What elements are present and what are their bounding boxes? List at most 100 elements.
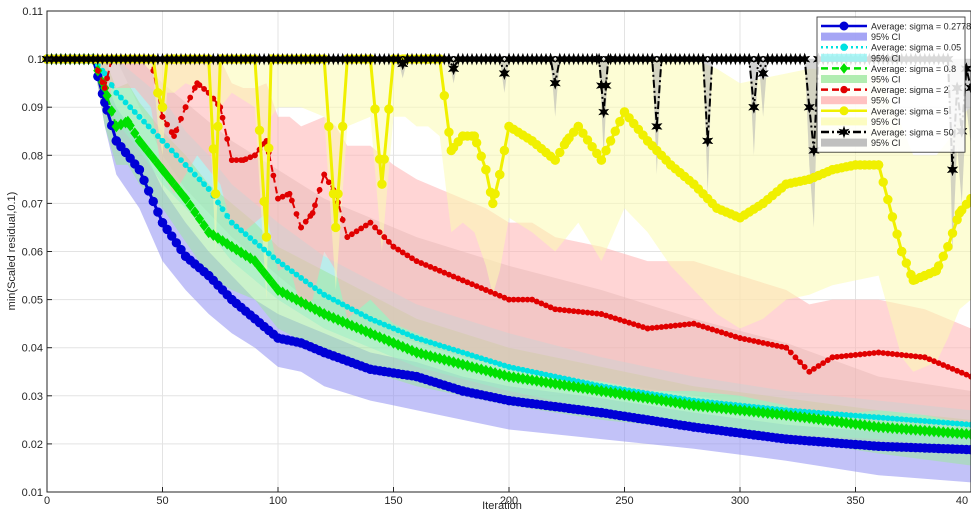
series-marker — [921, 418, 928, 424]
data-point — [448, 62, 460, 75]
series-marker — [496, 292, 503, 299]
series-marker — [439, 90, 450, 101]
series-marker — [395, 246, 402, 253]
series-marker — [236, 246, 246, 259]
series-marker — [880, 350, 887, 356]
series-marker — [148, 196, 158, 207]
series-marker — [107, 105, 117, 117]
series-marker — [658, 324, 665, 330]
data-point — [273, 333, 283, 343]
data-point — [250, 255, 260, 267]
series-marker — [649, 325, 656, 331]
series-marker — [945, 419, 951, 426]
y-tick-label: 0.01 — [22, 487, 43, 499]
series-marker — [538, 300, 545, 307]
data-point — [873, 441, 884, 452]
series-marker — [630, 321, 637, 328]
legend-entry-average-sigma-5: Average: sigma = 595% CI — [821, 106, 949, 127]
data-point — [943, 241, 953, 252]
series-marker — [191, 85, 198, 91]
series-marker — [492, 359, 499, 366]
series-marker — [245, 252, 255, 265]
series-marker — [605, 136, 616, 146]
series-marker — [349, 306, 355, 313]
legend-entry-average-sigma-2: Average: sigma = 295% CI — [821, 85, 949, 106]
series-marker — [686, 321, 693, 328]
data-point — [689, 179, 699, 189]
series-marker — [487, 289, 494, 295]
data-point — [101, 85, 108, 91]
axes: 0 50 100 150 200 250 300 350 40 0.01 0.02 0.03 0.04 0… — [22, 6, 971, 507]
series-marker — [483, 356, 489, 363]
data-point — [157, 102, 168, 112]
data-point — [781, 179, 791, 189]
series-marker — [861, 351, 868, 357]
series-marker — [187, 94, 194, 101]
series-marker — [353, 308, 360, 315]
series-marker — [561, 307, 568, 314]
data-point — [365, 364, 376, 375]
series-marker — [912, 417, 919, 424]
legend-series-label: Average: sigma = 50 — [871, 128, 954, 138]
series-marker — [592, 148, 602, 159]
data-point — [712, 203, 722, 213]
data-point — [367, 219, 374, 226]
data-point — [390, 243, 397, 250]
series-marker — [409, 255, 415, 262]
data-point — [321, 291, 328, 298]
series-marker — [167, 231, 177, 241]
series-marker — [501, 294, 508, 301]
series-marker — [127, 104, 134, 111]
series-marker — [312, 202, 318, 209]
series-marker — [883, 194, 893, 205]
data-point — [689, 399, 699, 412]
series-marker — [268, 278, 278, 291]
series-marker — [935, 419, 942, 426]
ci-band-average-sigma-2 — [47, 59, 971, 425]
data-point — [401, 52, 413, 66]
series-marker — [305, 300, 315, 313]
data-point — [111, 136, 122, 146]
data-point — [205, 186, 212, 192]
series-marker — [153, 207, 163, 217]
series-marker — [99, 79, 106, 86]
data-point — [706, 52, 718, 66]
data-point — [228, 157, 235, 164]
y-tick-label: 0.05 — [22, 295, 43, 307]
series-marker — [247, 154, 254, 161]
series-marker — [603, 312, 609, 319]
series-marker — [547, 304, 554, 311]
series-marker — [279, 193, 286, 200]
series-marker — [335, 299, 341, 305]
data-point — [874, 421, 884, 433]
series-marker — [145, 123, 152, 130]
series-marker — [610, 126, 620, 136]
data-point — [947, 163, 959, 176]
series-marker — [293, 271, 300, 278]
series-marker — [325, 179, 332, 186]
series-marker — [450, 273, 457, 280]
data-point — [504, 121, 514, 132]
series-marker — [935, 360, 942, 366]
series-marker — [887, 212, 898, 222]
series-marker — [314, 305, 325, 318]
legend-marker — [839, 63, 849, 74]
series-marker — [487, 358, 494, 365]
series-marker — [861, 413, 868, 420]
series-marker — [288, 197, 295, 204]
data-point — [483, 287, 489, 293]
data-point — [596, 155, 607, 165]
series-marker — [217, 235, 228, 247]
data-point — [550, 155, 560, 165]
series-marker — [339, 301, 346, 308]
data-point — [261, 232, 272, 242]
series-marker — [302, 278, 309, 285]
data-point — [153, 88, 163, 98]
series-marker — [903, 352, 910, 359]
data-point — [931, 266, 942, 276]
data-point — [452, 52, 464, 66]
series-marker — [422, 262, 429, 268]
data-point — [897, 246, 907, 257]
series-marker — [208, 144, 219, 154]
